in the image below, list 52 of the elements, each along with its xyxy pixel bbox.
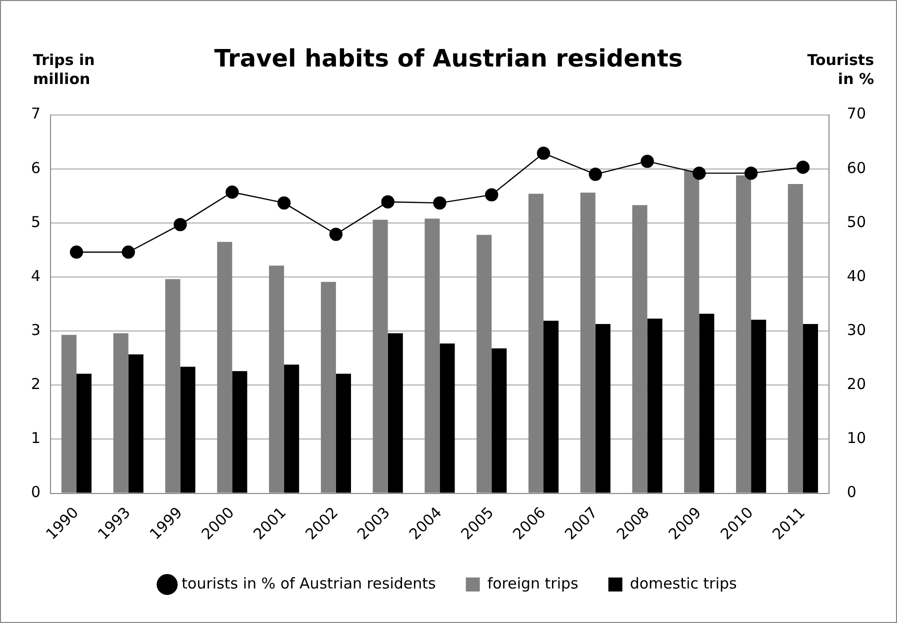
bar	[76, 374, 92, 493]
y-tick-label: 1	[30, 429, 41, 448]
bar	[232, 371, 248, 493]
y2-tick-label: 30	[846, 320, 866, 339]
point	[640, 154, 654, 168]
point	[744, 166, 758, 180]
point	[174, 218, 187, 232]
point	[485, 188, 498, 202]
point	[433, 196, 446, 210]
bar	[492, 348, 507, 493]
bar	[647, 318, 662, 493]
point	[381, 195, 394, 208]
y-tick-label: 2	[30, 375, 41, 394]
legend-label: tourists in % of Austrian residents	[182, 574, 436, 592]
legend-label: domestic trips	[630, 574, 738, 592]
point	[588, 168, 602, 181]
y-axis-title: Trips in million	[33, 51, 96, 89]
bar	[595, 324, 610, 493]
y2-axis-title: Tourists in %	[806, 51, 874, 89]
bar	[180, 366, 196, 493]
point	[122, 246, 135, 259]
point	[226, 186, 239, 199]
point	[277, 196, 291, 210]
y-tick-label: 5	[30, 212, 41, 231]
bar	[544, 320, 559, 493]
bar	[699, 314, 714, 493]
bar	[336, 374, 351, 493]
y2-tick-label: 10	[846, 429, 866, 448]
point	[70, 246, 84, 259]
bar	[284, 364, 300, 493]
y-tick-label: 7	[30, 104, 41, 123]
y2-tick-label: 0	[846, 483, 856, 502]
y2-tick-label: 50	[846, 212, 866, 231]
y-tick-label: 6	[30, 158, 41, 177]
point	[692, 166, 706, 180]
point	[329, 228, 343, 241]
bar	[751, 320, 766, 493]
y2-tick-label: 60	[846, 158, 866, 177]
y-tick-label: 3	[30, 320, 41, 339]
y2-tick-label: 70	[846, 104, 866, 123]
point	[796, 160, 810, 174]
y2-tick-label: 20	[846, 375, 866, 394]
y-tick-label: 4	[30, 266, 41, 285]
bar	[388, 333, 403, 493]
y-tick-label: 0	[30, 483, 41, 502]
chart-title: Travel habits of Austrian residents	[214, 44, 683, 73]
legend-label: foreign trips	[487, 574, 579, 592]
y2-tick-label: 40	[846, 266, 866, 285]
bar	[128, 354, 144, 493]
point	[536, 146, 550, 160]
bar	[440, 344, 455, 493]
bar	[802, 324, 818, 493]
